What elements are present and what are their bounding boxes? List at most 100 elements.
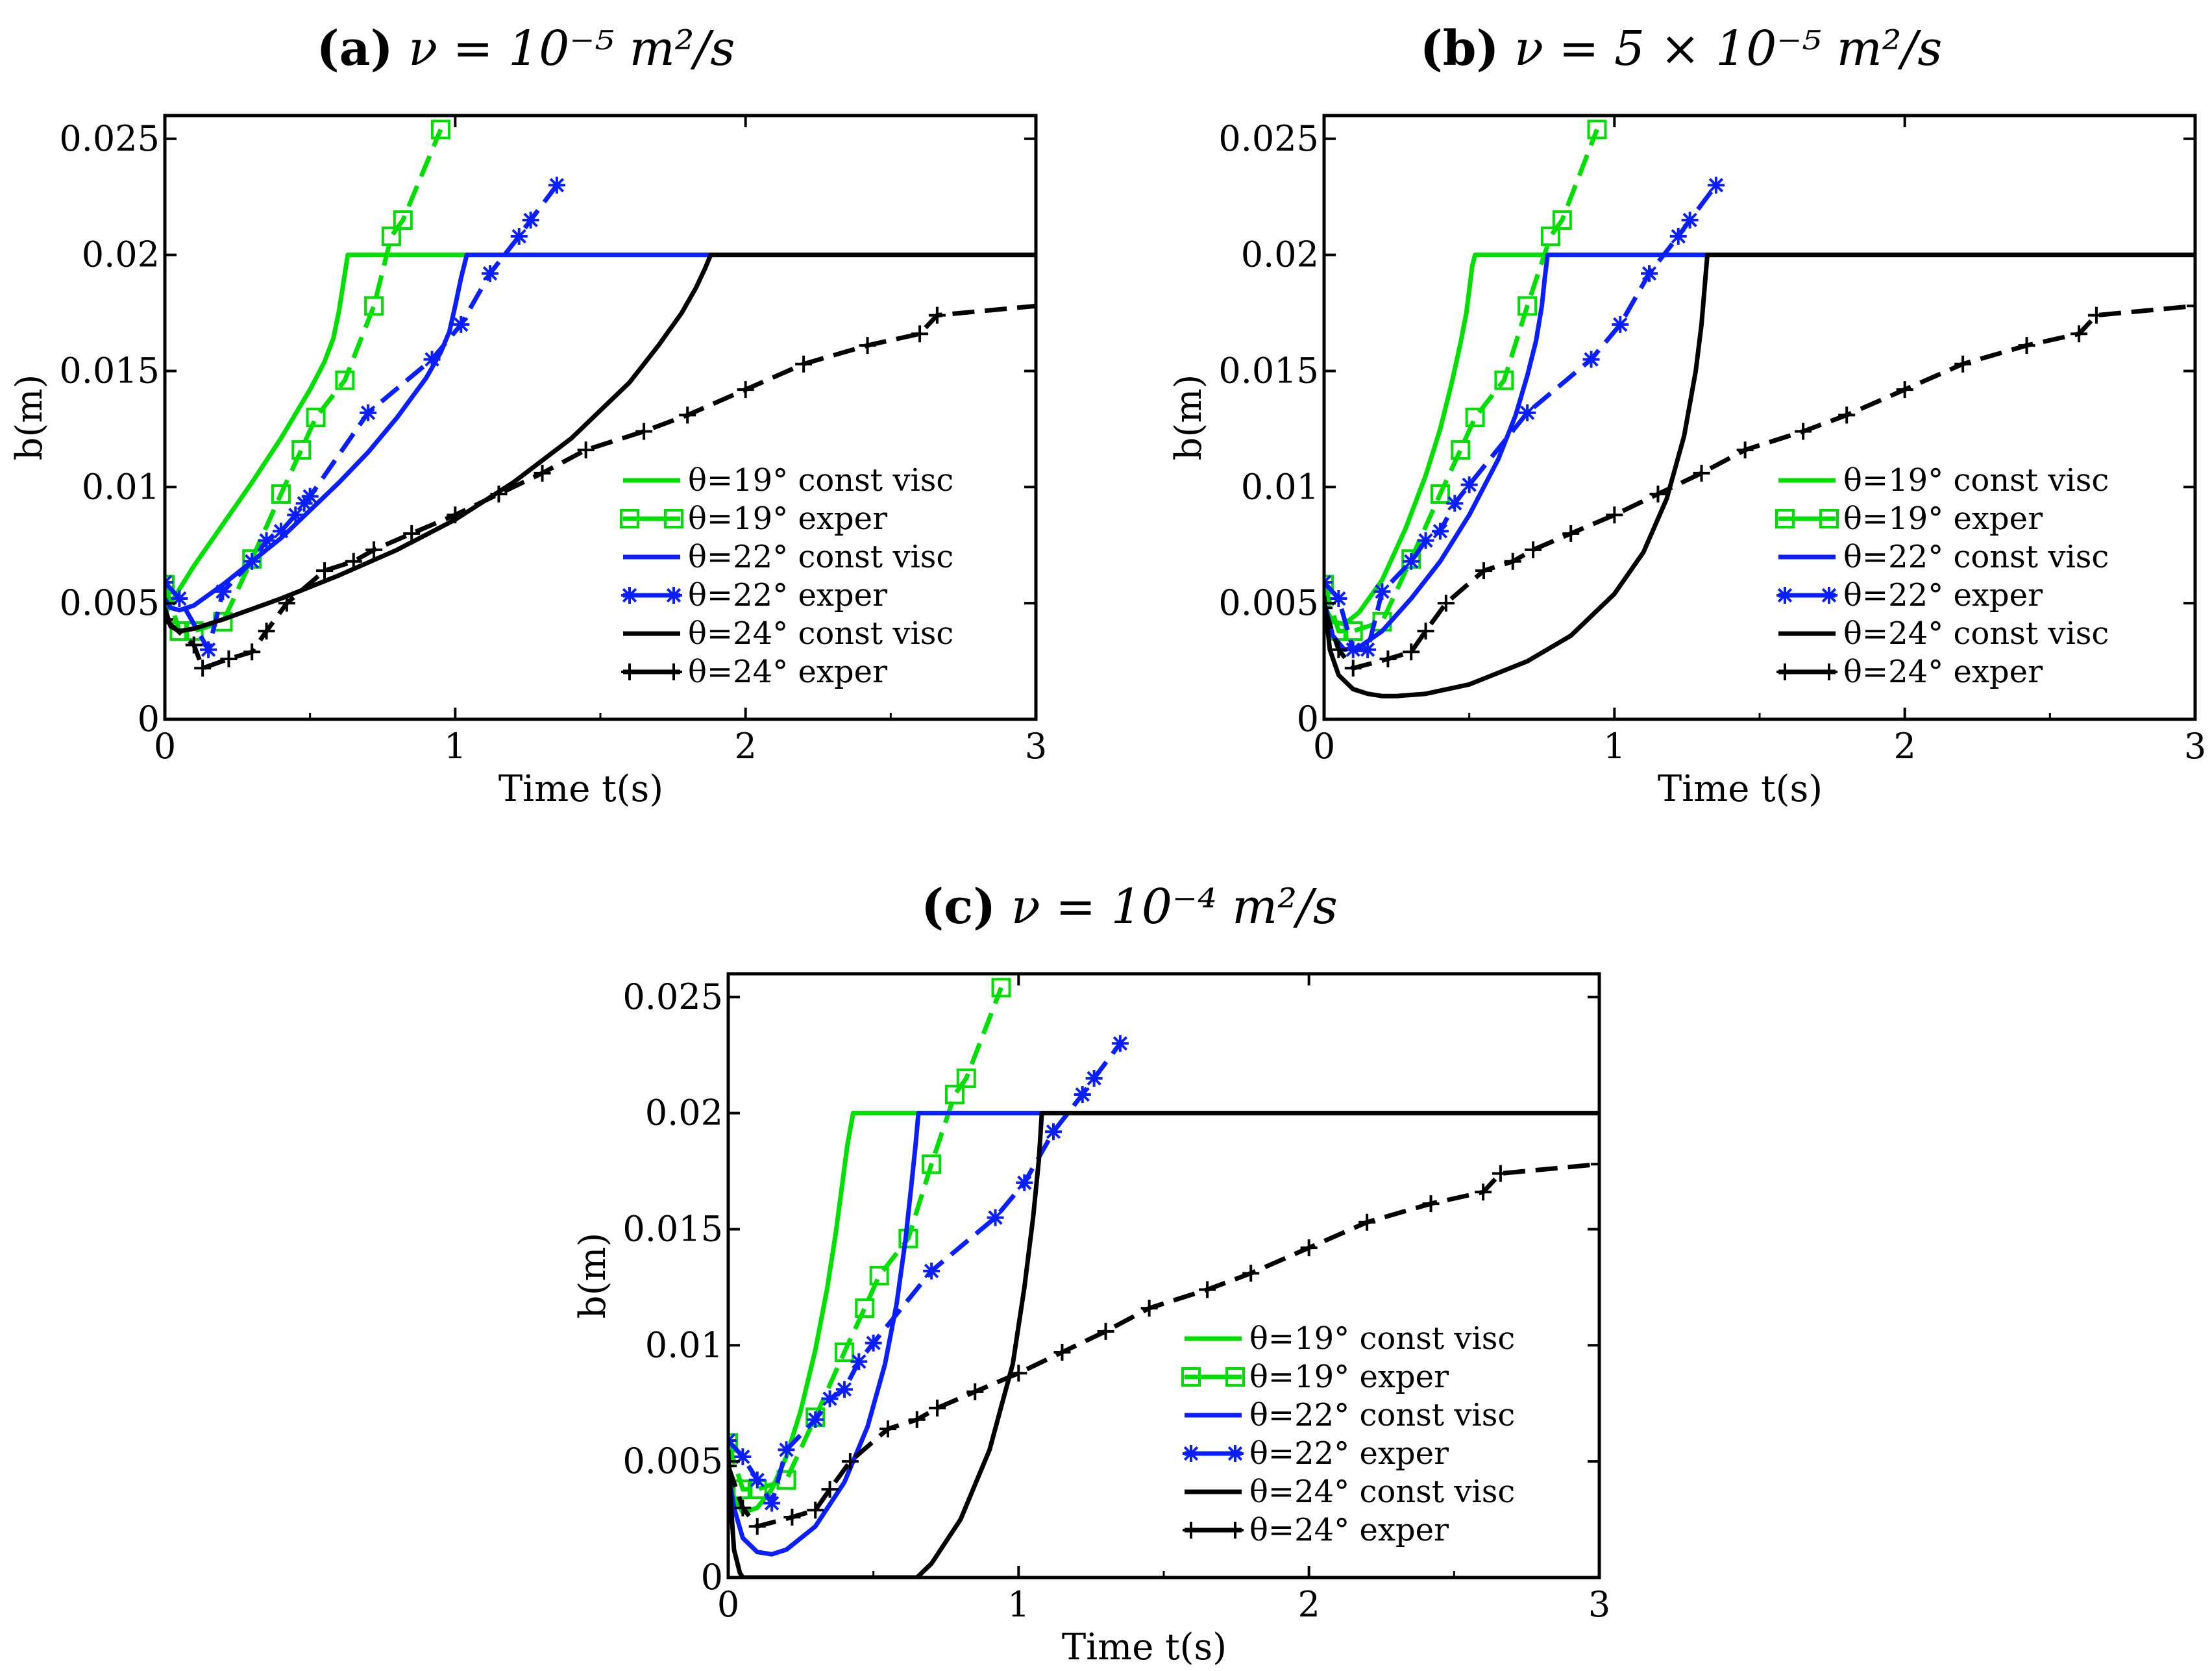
legend-marker: [1183, 1522, 1199, 1539]
data-point-c-3-2: [748, 1471, 766, 1489]
data-point-a-5-19: [859, 337, 876, 354]
y-tick-label: 0.025: [59, 118, 160, 159]
data-point-b-3-6: [1417, 532, 1434, 549]
panel-a: (a) ν = 10⁻⁵ m²/s 0 1 2 3 0 0.005 0.01 0.015 0.02…: [8, 21, 1047, 810]
data-point-b-1-9: [1518, 296, 1538, 316]
y-tick-label: 0.02: [645, 1093, 723, 1133]
data-point-b-3-4: [1373, 583, 1391, 600]
legend-label: θ=19° exper: [688, 501, 887, 537]
x-tick-label: 2: [734, 726, 756, 767]
x-tick-label: 0: [1313, 726, 1335, 767]
legend-label: θ=19° const visc: [688, 462, 953, 499]
data-point-a-1-8: [335, 370, 355, 390]
legend-marker: [665, 663, 682, 680]
data-point-b-3-9: [1460, 476, 1478, 493]
legend-label: θ=24° exper: [1843, 654, 2043, 690]
data-point-b-5-18: [1954, 355, 1972, 373]
data-point-c-3-12: [1016, 1174, 1033, 1191]
data-point-c-3-11: [987, 1209, 1004, 1226]
data-point-b-5-20: [2071, 325, 2088, 343]
data-point-a-5-4: [243, 643, 261, 661]
data-point-b-5-8: [1504, 552, 1521, 570]
series-line-c-5: [728, 1161, 1599, 1529]
legend-label: θ=19° exper: [1843, 501, 2043, 537]
x-axis-label: Time t(s): [1658, 768, 1823, 810]
legend-label: θ=24° exper: [688, 654, 887, 690]
data-point-b-5-9: [1525, 541, 1542, 558]
legend-marker: [664, 509, 683, 528]
data-point-a-3-7: [287, 506, 304, 524]
data-point-a-5-11: [447, 506, 464, 524]
legend-marker: [1183, 1445, 1199, 1462]
data-point-a-1-5: [271, 484, 291, 504]
data-point-b-1-5: [1430, 484, 1450, 504]
legend-marker: [621, 663, 638, 680]
legend-label: θ=22° const visc: [1843, 539, 2109, 575]
x-tick-label: 3: [1025, 726, 1047, 767]
data-point-c-5-1: [734, 1499, 752, 1516]
data-point-c-3-7: [835, 1381, 853, 1398]
x-axis-label: Time t(s): [498, 768, 663, 810]
data-point-a-5-8: [345, 552, 362, 570]
legend-label: θ=22° const visc: [1249, 1397, 1515, 1433]
legend-label: θ=22° exper: [1249, 1435, 1449, 1472]
data-point-b-3-2: [1344, 641, 1362, 658]
data-point-b-5-22: [2187, 297, 2195, 315]
data-point-a-5-16: [679, 406, 696, 424]
series-line-b-5: [1324, 303, 2195, 671]
data-point-c-5-0: [728, 1457, 737, 1475]
y-axis-label: b(m): [1168, 375, 1210, 461]
data-point-b-5-10: [1562, 525, 1580, 542]
data-point-a-5-2: [194, 660, 212, 677]
data-point-c-1-0: [728, 1433, 738, 1453]
data-point-c-3-6: [821, 1390, 839, 1407]
x-tick-label: 0: [717, 1584, 739, 1625]
legend-label: θ=19° exper: [1249, 1359, 1449, 1395]
data-point-b-5-7: [1475, 562, 1493, 580]
data-point-b-3-14: [1669, 228, 1687, 245]
title-prefix: (a): [317, 21, 393, 77]
data-point-c-5-20: [1475, 1183, 1492, 1201]
data-point-c-5-14: [1140, 1300, 1158, 1317]
data-point-a-5-9: [365, 541, 383, 558]
data-point-b-3-15: [1681, 211, 1699, 229]
data-point-b-1-0: [1324, 575, 1334, 595]
data-point-b-1-7: [1465, 408, 1485, 427]
x-tick-label: 3: [2184, 726, 2206, 767]
data-point-b-5-21: [2087, 306, 2105, 324]
data-point-b-5-16: [1838, 406, 1856, 424]
legend-marker: [1225, 1367, 1245, 1387]
legend-marker: [1819, 509, 1839, 528]
y-axis-label: b(m): [572, 1233, 614, 1319]
data-point-b-1-2: [1343, 621, 1363, 641]
chart-title-c: (c) ν = 10⁻⁴ m²/s: [921, 879, 1338, 935]
data-point-a-3-11: [423, 351, 441, 368]
data-point-a-3-14: [510, 228, 528, 245]
series-line-b-1: [1324, 129, 1599, 634]
title-formula: ν = 10⁻⁵ m²/s: [393, 21, 735, 77]
x-tick-label: 2: [1893, 726, 1915, 767]
data-point-c-1-5: [834, 1343, 854, 1363]
data-point-c-3-15: [1085, 1069, 1103, 1087]
data-point-c-5-5: [821, 1481, 839, 1498]
data-point-b-3-11: [1582, 351, 1600, 368]
data-point-c-5-10: [966, 1383, 984, 1400]
data-point-c-5-4: [807, 1502, 824, 1519]
data-point-c-3-4: [778, 1441, 795, 1459]
data-point-c-3-10: [923, 1262, 940, 1280]
panel-c: (c) ν = 10⁻⁴ m²/s 0 1 2 3 0 0.005 0.01 0.015 0.02…: [572, 879, 1610, 1668]
data-point-c-5-7: [879, 1420, 897, 1438]
legend-label: θ=22° const visc: [688, 539, 953, 575]
data-point-b-3-1: [1330, 590, 1347, 607]
data-point-a-5-12: [490, 486, 508, 503]
data-point-a-1-10: [381, 227, 401, 246]
data-point-c-1-1: [733, 1479, 753, 1500]
data-point-c-5-21: [1492, 1165, 1509, 1182]
title-prefix: (b): [1420, 21, 1499, 77]
data-point-a-5-17: [737, 381, 754, 399]
data-point-c-3-3: [763, 1494, 781, 1512]
y-tick-label: 0.02: [1241, 234, 1319, 275]
legend-marker: [620, 509, 639, 528]
